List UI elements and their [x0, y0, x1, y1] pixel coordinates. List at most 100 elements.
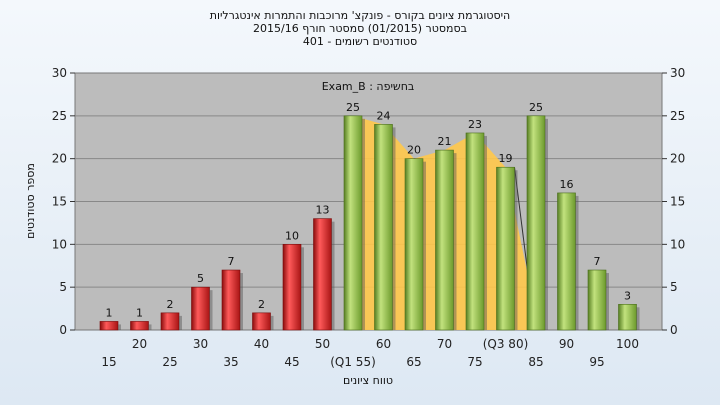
bar-shadow [545, 118, 548, 330]
data-label-55: 25 [346, 101, 360, 114]
bar-45 [282, 244, 302, 331]
bar-shadow [514, 170, 518, 330]
y-tick-label-right: 15 [670, 195, 685, 209]
y-axis-left: 0 5 10 15 20 25 30 [52, 66, 75, 337]
data-label-20: 1 [136, 306, 143, 319]
y-tick-label-left: 20 [52, 152, 67, 166]
y-tick-label-left: 30 [52, 66, 67, 80]
bar-15 [99, 321, 119, 331]
bar-20 [130, 321, 149, 331]
bar-shadow [270, 315, 274, 330]
data-label-35: 7 [228, 255, 235, 268]
x-tick-label-15: 15 [101, 355, 116, 369]
y-tick-label-right: 10 [670, 237, 685, 251]
bar-55 [343, 115, 363, 331]
chart-title-line-3: סטודנטים רשומים - 401 [302, 35, 418, 48]
data-label-95: 7 [594, 255, 601, 268]
bar-90 [557, 192, 576, 331]
bar-shadow [575, 195, 579, 330]
x-tick-label-30: 30 [193, 337, 208, 351]
data-label-45: 10 [285, 229, 299, 242]
data-label-25: 2 [167, 298, 174, 311]
y-tick-label-right: 20 [670, 152, 685, 166]
y-axis-title: מספר סטודנטים [24, 163, 37, 239]
x-tick-label-85: 85 [528, 355, 543, 369]
bar-shadow [423, 161, 426, 330]
bar-shadow [636, 307, 640, 330]
y-axis-right: 0 5 10 15 20 25 30 [662, 66, 685, 337]
y-tick-label-left: 15 [52, 195, 67, 209]
x-tick-label-70: 70 [437, 337, 452, 351]
data-label-90: 16 [560, 178, 574, 191]
bar-shadow [148, 324, 152, 330]
bar-100 [618, 303, 637, 331]
x-tick-label-75: 75 [467, 355, 482, 369]
x-tick-label-40: 40 [254, 337, 269, 351]
annotation-text: בחשיפה : Exam_B [322, 80, 415, 93]
bar-shadow [118, 324, 121, 330]
bar-shadow [301, 247, 304, 330]
iqr-band-edge [514, 167, 529, 279]
x-tick-label-90: 90 [559, 337, 574, 351]
data-label-50: 13 [316, 204, 330, 217]
x-tick-label-55: (Q1 55) [330, 355, 376, 369]
bar-shadow [453, 153, 457, 330]
data-label-65: 20 [407, 144, 421, 157]
data-label-70: 21 [438, 135, 452, 148]
x-axis-title: טווח ציונים [343, 374, 393, 387]
bar-shadow [179, 315, 182, 330]
data-label-40: 2 [258, 298, 265, 311]
y-tick-label-right: 0 [670, 323, 678, 337]
bar-shadow [209, 290, 213, 330]
y-tick-label-left: 5 [59, 280, 67, 294]
y-tick-label-left: 25 [52, 109, 67, 123]
data-label-30: 5 [197, 272, 204, 285]
bar-70 [435, 149, 454, 331]
x-tick-label-20: 20 [132, 337, 147, 351]
data-label-60: 24 [377, 109, 391, 122]
bar-series [99, 115, 640, 331]
bar-75 [465, 132, 485, 331]
bar-65 [404, 158, 424, 331]
bar-95 [587, 269, 607, 331]
x-tick-label-25: 25 [162, 355, 177, 369]
y-tick-label-right: 25 [670, 109, 685, 123]
data-label-15: 1 [106, 306, 113, 319]
bar-30 [191, 286, 210, 331]
bar-shadow [331, 221, 335, 330]
x-tick-label-100: 100 [616, 337, 639, 351]
x-tick-label-50: 50 [315, 337, 330, 351]
bar-25 [160, 312, 180, 331]
data-label-75: 23 [468, 118, 482, 131]
data-label-100: 3 [624, 289, 631, 302]
chart-title-line-1: היסטוגרמת ציונים בקורס - פונקצ' מרוכבות … [209, 9, 511, 22]
bar-35 [221, 269, 241, 331]
x-axis: 15 20 25 30 35 40 45 50(Q1 55)60 65 70 75(Q3 80) 85… [101, 337, 639, 369]
data-label-85: 25 [529, 101, 543, 114]
x-tick-label-65: 65 [406, 355, 421, 369]
bar-shadow [606, 273, 609, 330]
chart-title-line-2: בסמסטר (01/2015) סמסטר חורף 2015/16 [253, 22, 467, 35]
x-tick-label-35: 35 [223, 355, 238, 369]
y-tick-label-right: 30 [670, 66, 685, 80]
bar-shadow [484, 135, 487, 330]
data-label-80: 19 [499, 152, 513, 165]
x-tick-label-95: 95 [589, 355, 604, 369]
bar-40 [252, 312, 271, 331]
x-tick-label-45: 45 [284, 355, 299, 369]
bar-shadow [240, 273, 243, 330]
x-tick-label-80: (Q3 80) [483, 337, 529, 351]
bar-shadow [362, 118, 365, 330]
bar-85 [526, 115, 546, 331]
bar-50 [313, 218, 332, 331]
bar-shadow [392, 127, 396, 331]
x-tick-label-60: 60 [376, 337, 391, 351]
chart-title: היסטוגרמת ציונים בקורס - פונקצ' מרוכבות … [0, 9, 720, 48]
y-tick-label-left: 10 [52, 237, 67, 251]
bar-80 [496, 166, 515, 331]
y-tick-label-right: 5 [670, 280, 678, 294]
y-tick-label-left: 0 [59, 323, 67, 337]
bar-60 [374, 124, 393, 331]
